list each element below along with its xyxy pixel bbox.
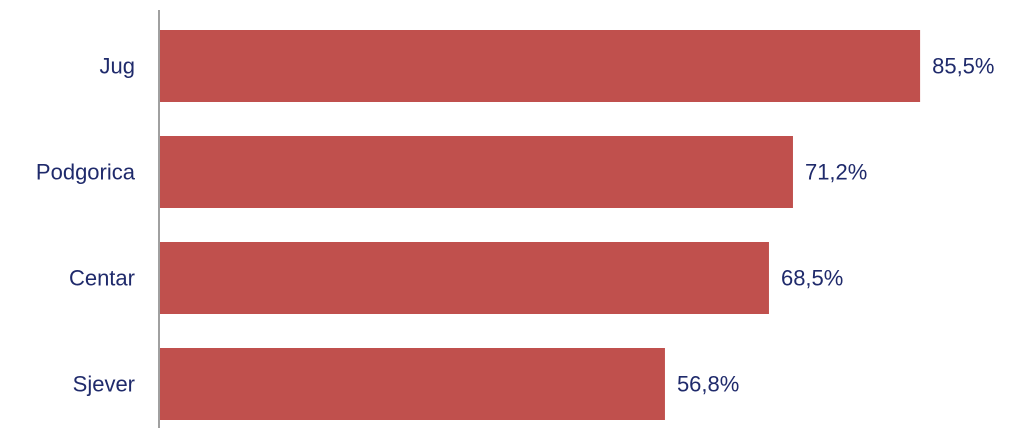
bars-group [160,30,921,420]
bar-centar [160,242,769,314]
category-label-sjever: Sjever [73,372,135,397]
value-label-jug: 85,5% [932,54,994,79]
labels-group: Jug 85,5% Podgorica 71,2% Centar 68,5% Sjever 5… [36,54,995,397]
category-label-jug: Jug [100,54,135,79]
bar-sjever [160,348,665,420]
value-label-sjever: 56,8% [677,372,739,397]
bar-jug [160,30,921,102]
value-label-podgorica: 71,2% [805,160,867,185]
category-label-centar: Centar [69,266,135,291]
bar-podgorica [160,136,793,208]
category-label-podgorica: Podgorica [36,160,136,185]
value-label-centar: 68,5% [781,266,843,291]
